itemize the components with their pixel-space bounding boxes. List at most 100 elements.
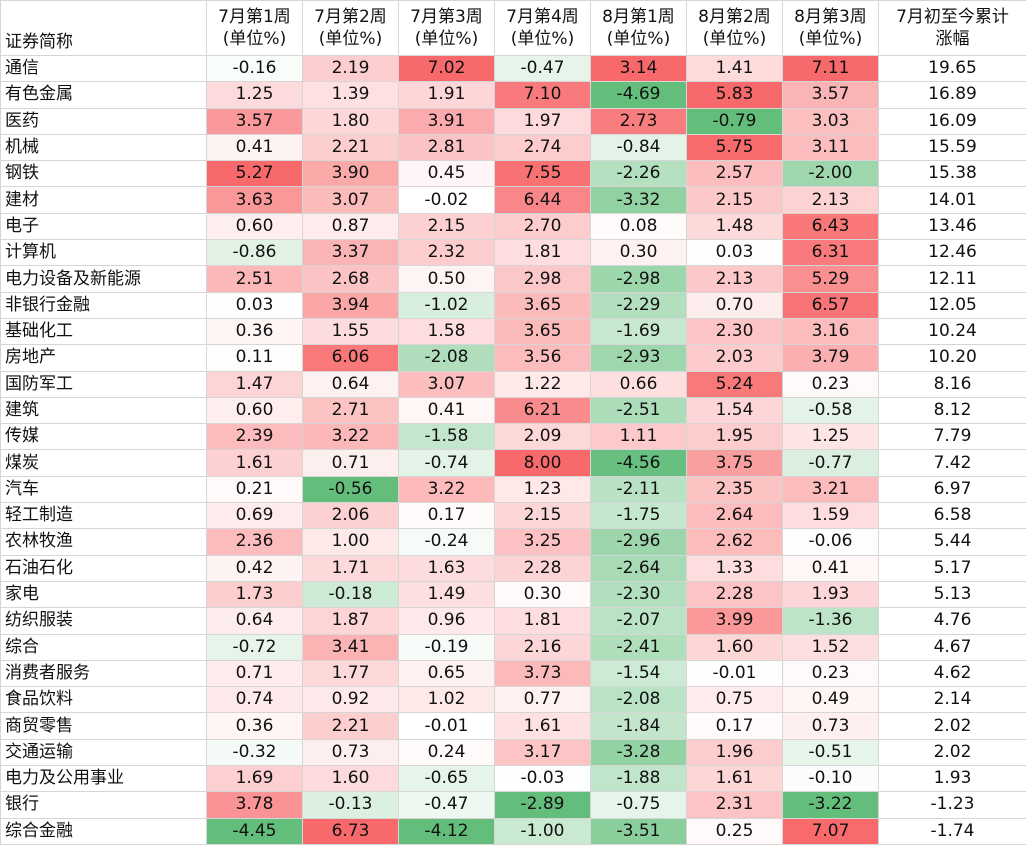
weekly-return-cell[interactable]: 1.63: [398, 554, 495, 582]
weekly-return-cell[interactable]: 0.70: [686, 291, 783, 319]
cumulative-return-cell[interactable]: 8.16: [878, 370, 1026, 398]
weekly-return-cell[interactable]: 1.55: [302, 317, 399, 346]
weekly-return-cell[interactable]: 2.30: [686, 317, 783, 346]
weekly-return-cell[interactable]: 2.09: [494, 423, 591, 451]
weekly-return-cell[interactable]: -3.32: [590, 186, 687, 214]
security-name-cell[interactable]: 电力设备及新能源: [0, 265, 207, 293]
weekly-return-cell[interactable]: 0.73: [782, 712, 879, 740]
weekly-return-cell[interactable]: 0.24: [398, 738, 495, 767]
weekly-return-cell[interactable]: 1.25: [206, 81, 303, 109]
weekly-return-cell[interactable]: 5.24: [686, 370, 783, 398]
weekly-return-cell[interactable]: -2.08: [398, 344, 495, 372]
weekly-return-cell[interactable]: 2.31: [686, 791, 783, 819]
weekly-return-cell[interactable]: 1.71: [302, 554, 399, 582]
cumulative-return-cell[interactable]: 12.05: [878, 291, 1026, 319]
weekly-return-cell[interactable]: -4.45: [206, 817, 303, 845]
security-name-cell[interactable]: 商贸零售: [0, 712, 207, 740]
weekly-return-cell[interactable]: 1.96: [686, 738, 783, 767]
weekly-return-cell[interactable]: 2.15: [686, 186, 783, 214]
cumulative-return-cell[interactable]: -1.23: [878, 791, 1026, 819]
security-name-cell[interactable]: 建筑: [0, 396, 207, 425]
weekly-return-cell[interactable]: -0.24: [398, 528, 495, 556]
security-name-cell[interactable]: 农林牧渔: [0, 528, 207, 556]
weekly-return-cell[interactable]: 2.32: [398, 239, 495, 267]
weekly-return-cell[interactable]: -3.28: [590, 738, 687, 767]
weekly-return-cell[interactable]: -4.69: [590, 81, 687, 109]
weekly-return-cell[interactable]: -2.64: [590, 554, 687, 582]
weekly-return-cell[interactable]: 0.49: [782, 686, 879, 714]
weekly-return-cell[interactable]: 7.55: [494, 160, 591, 188]
header-week-col[interactable]: 8月第1周 (单位%): [590, 0, 687, 56]
weekly-return-cell[interactable]: -2.98: [590, 265, 687, 293]
cumulative-return-cell[interactable]: 8.12: [878, 396, 1026, 425]
weekly-return-cell[interactable]: 2.51: [206, 265, 303, 293]
weekly-return-cell[interactable]: 3.65: [494, 291, 591, 319]
weekly-return-cell[interactable]: 1.80: [302, 107, 399, 135]
weekly-return-cell[interactable]: -4.12: [398, 817, 495, 845]
security-name-cell[interactable]: 建材: [0, 186, 207, 214]
weekly-return-cell[interactable]: 3.57: [782, 81, 879, 109]
weekly-return-cell[interactable]: 2.98: [494, 265, 591, 293]
weekly-return-cell[interactable]: 3.14: [590, 54, 687, 83]
weekly-return-cell[interactable]: 7.11: [782, 54, 879, 83]
cumulative-return-cell[interactable]: 16.09: [878, 107, 1026, 135]
weekly-return-cell[interactable]: 0.17: [686, 712, 783, 740]
cumulative-return-cell[interactable]: 1.93: [878, 765, 1026, 793]
weekly-return-cell[interactable]: -0.84: [590, 133, 687, 162]
weekly-return-cell[interactable]: -0.65: [398, 765, 495, 793]
weekly-return-cell[interactable]: 0.42: [206, 554, 303, 582]
weekly-return-cell[interactable]: -2.00: [782, 160, 879, 188]
weekly-return-cell[interactable]: 6.57: [782, 291, 879, 319]
weekly-return-cell[interactable]: 0.69: [206, 502, 303, 530]
weekly-return-cell[interactable]: 6.06: [302, 344, 399, 372]
weekly-return-cell[interactable]: -0.01: [398, 712, 495, 740]
weekly-return-cell[interactable]: -0.32: [206, 738, 303, 767]
weekly-return-cell[interactable]: 0.50: [398, 265, 495, 293]
weekly-return-cell[interactable]: 2.35: [686, 475, 783, 504]
weekly-return-cell[interactable]: 1.54: [686, 396, 783, 425]
weekly-return-cell[interactable]: 0.92: [302, 686, 399, 714]
weekly-return-cell[interactable]: 0.60: [206, 212, 303, 241]
weekly-return-cell[interactable]: 6.43: [782, 212, 879, 241]
security-name-cell[interactable]: 电力及公用事业: [0, 765, 207, 793]
weekly-return-cell[interactable]: 2.28: [494, 554, 591, 582]
weekly-return-cell[interactable]: 0.03: [686, 239, 783, 267]
weekly-return-cell[interactable]: -3.22: [782, 791, 879, 819]
weekly-return-cell[interactable]: 1.41: [686, 54, 783, 83]
weekly-return-cell[interactable]: -2.89: [494, 791, 591, 819]
weekly-return-cell[interactable]: -0.74: [398, 449, 495, 477]
weekly-return-cell[interactable]: 2.16: [494, 633, 591, 661]
security-name-cell[interactable]: 电子: [0, 212, 207, 241]
weekly-return-cell[interactable]: 0.77: [494, 686, 591, 714]
weekly-return-cell[interactable]: 5.29: [782, 265, 879, 293]
security-name-cell[interactable]: 石油石化: [0, 554, 207, 582]
weekly-return-cell[interactable]: -0.72: [206, 633, 303, 661]
header-week-col[interactable]: 8月第3周 (单位%): [782, 0, 879, 56]
security-name-cell[interactable]: 国防军工: [0, 370, 207, 398]
weekly-return-cell[interactable]: 1.97: [494, 107, 591, 135]
weekly-return-cell[interactable]: 3.41: [302, 633, 399, 661]
weekly-return-cell[interactable]: 1.25: [782, 423, 879, 451]
weekly-return-cell[interactable]: -0.58: [782, 396, 879, 425]
weekly-return-cell[interactable]: 1.81: [494, 239, 591, 267]
weekly-return-cell[interactable]: 1.61: [686, 765, 783, 793]
weekly-return-cell[interactable]: 0.74: [206, 686, 303, 714]
header-security-name[interactable]: 证券简称: [0, 0, 207, 56]
weekly-return-cell[interactable]: -1.00: [494, 817, 591, 845]
weekly-return-cell[interactable]: -0.02: [398, 186, 495, 214]
weekly-return-cell[interactable]: 0.73: [302, 738, 399, 767]
weekly-return-cell[interactable]: -0.79: [686, 107, 783, 135]
weekly-return-cell[interactable]: -0.03: [494, 765, 591, 793]
cumulative-return-cell[interactable]: 15.59: [878, 133, 1026, 162]
weekly-return-cell[interactable]: 3.22: [302, 423, 399, 451]
weekly-return-cell[interactable]: 0.25: [686, 817, 783, 845]
weekly-return-cell[interactable]: 6.31: [782, 239, 879, 267]
cumulative-return-cell[interactable]: 5.44: [878, 528, 1026, 556]
weekly-return-cell[interactable]: -0.77: [782, 449, 879, 477]
weekly-return-cell[interactable]: 2.71: [302, 396, 399, 425]
weekly-return-cell[interactable]: 3.56: [494, 344, 591, 372]
weekly-return-cell[interactable]: -1.88: [590, 765, 687, 793]
weekly-return-cell[interactable]: -3.51: [590, 817, 687, 845]
weekly-return-cell[interactable]: 1.59: [782, 502, 879, 530]
weekly-return-cell[interactable]: 0.71: [302, 449, 399, 477]
